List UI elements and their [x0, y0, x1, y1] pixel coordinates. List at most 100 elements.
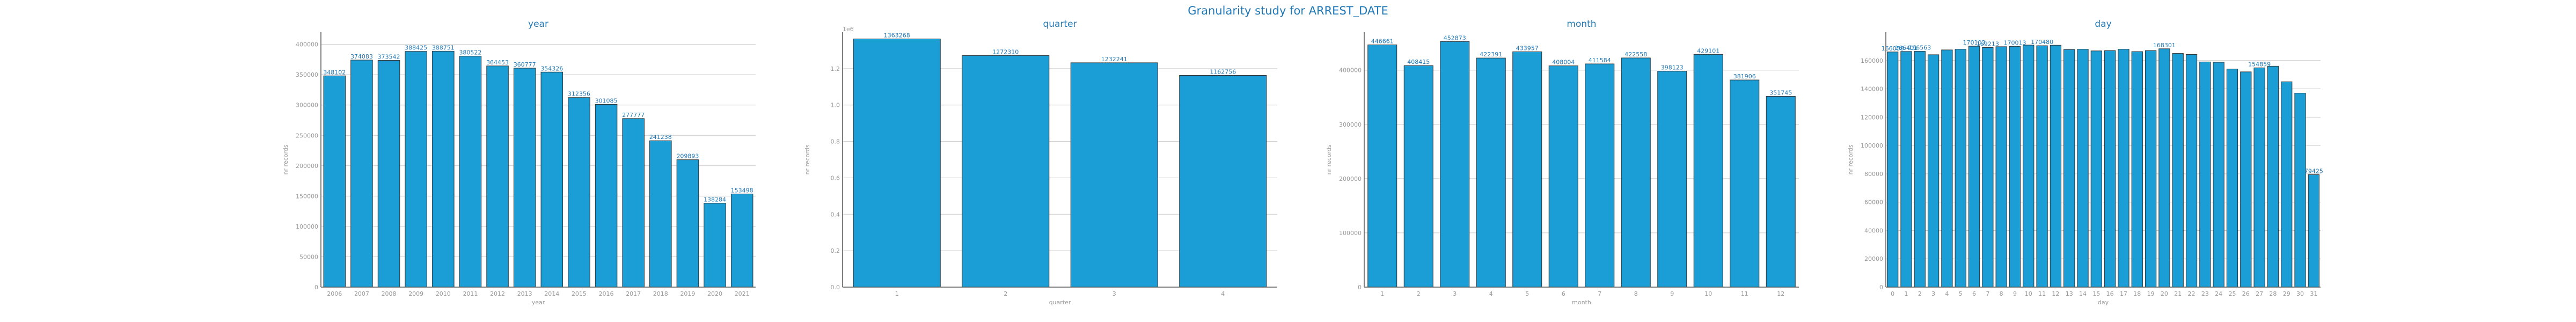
x-tick-label: 30 [2296, 290, 2304, 297]
x-tick-label: 2007 [354, 290, 369, 297]
x-tick-label: 4 [1221, 290, 1225, 297]
x-tick-label: 5 [1525, 290, 1529, 297]
data-label: 209893 [676, 153, 699, 160]
bar [595, 104, 618, 288]
y-tick-label: 80000 [1864, 171, 1883, 178]
x-tick-label: 2 [1417, 290, 1421, 297]
x-tick-label: 17 [2120, 290, 2127, 297]
y-tick-label: 200000 [296, 163, 318, 170]
x-tick-label: 7 [1598, 290, 1601, 297]
x-axis-label: day [2098, 299, 2109, 306]
bar [649, 140, 672, 288]
x-tick-label: 5 [1959, 290, 1963, 297]
x-tick-label: 2015 [572, 290, 587, 297]
x-tick-label: 23 [2201, 290, 2209, 297]
x-tick-label: 2020 [707, 290, 722, 297]
y-axis-label: nr records [1326, 144, 1333, 174]
x-tick-label: 2018 [653, 290, 668, 297]
x-tick-label: 26 [2242, 290, 2250, 297]
x-tick-label: 1 [1380, 290, 1384, 297]
chart-title: year [528, 19, 548, 30]
y-tick-label: 0.4 [831, 211, 840, 218]
bar [853, 38, 941, 288]
y-axis-label: nr records [282, 144, 289, 174]
y-axis-label: nr records [1847, 144, 1854, 174]
bar [1914, 50, 1926, 288]
data-label: 380522 [459, 49, 481, 56]
bar [405, 51, 427, 288]
x-tick-label: 8 [1634, 290, 1638, 297]
bar [1403, 65, 1433, 288]
data-label: 446661 [1371, 38, 1394, 45]
x-tick-label: 3 [1453, 290, 1457, 297]
bar [1512, 51, 1542, 288]
y-tick-label: 250000 [296, 132, 318, 139]
y-tick-label: 0.6 [831, 174, 840, 181]
y-tick-label: 0.0 [831, 284, 840, 291]
bar [323, 75, 346, 288]
bar [704, 203, 726, 288]
bar [1548, 65, 1578, 288]
y-tick-label: 140000 [1861, 86, 1883, 93]
x-tick-label: 27 [2256, 290, 2263, 297]
y-tick-label: 400000 [1339, 67, 1362, 74]
x-tick-label: 1 [1904, 290, 1908, 297]
data-label: 170103 [1963, 39, 1986, 46]
data-label: 373542 [378, 54, 400, 61]
x-tick-label: 20 [2161, 290, 2168, 297]
data-label: 398123 [1661, 64, 1684, 71]
y-tick-label: 300000 [1339, 121, 1362, 128]
data-label: 452873 [1444, 34, 1466, 41]
x-tick-label: 3 [1113, 290, 1116, 297]
data-label: 388425 [405, 45, 427, 52]
y-offset-label: 1e6 [843, 26, 854, 33]
bar [2226, 69, 2238, 288]
bar [1367, 45, 1397, 288]
x-tick-label: 6 [1562, 290, 1565, 297]
x-tick-label: 22 [2188, 290, 2196, 297]
data-label: 351745 [1769, 90, 1792, 97]
bar [350, 60, 373, 288]
x-tick-label: 6 [1972, 290, 1976, 297]
y-tick-label: 0.8 [831, 138, 840, 145]
x-axis-label: month [1572, 299, 1591, 306]
data-label: 422558 [1624, 51, 1647, 58]
x-tick-label: 4 [1489, 290, 1493, 297]
bar [568, 97, 590, 288]
bar [2185, 54, 2198, 288]
bar [2267, 65, 2279, 288]
x-tick-label: 12 [1777, 290, 1784, 297]
bar [486, 65, 509, 288]
x-tick-label: 2016 [599, 290, 614, 297]
bar [962, 55, 1050, 288]
bar [1730, 79, 1760, 288]
x-tick-label: 7 [1986, 290, 1989, 297]
y-tick-label: 400000 [296, 41, 318, 48]
x-tick-label: 2017 [626, 290, 641, 297]
bar [1585, 63, 1615, 288]
y-tick-label: 100000 [1861, 142, 1883, 149]
bar [1766, 96, 1796, 288]
bar [2145, 50, 2157, 288]
bar [2158, 48, 2170, 288]
bar [2009, 46, 2021, 288]
chart-title: day [2095, 19, 2111, 30]
x-tick-label: 13 [2066, 290, 2073, 297]
bar [1927, 54, 1940, 288]
x-tick-label: 16 [2106, 290, 2114, 297]
x-tick-label: 2013 [517, 290, 532, 297]
y-tick-label: 1.2 [831, 65, 840, 72]
data-label: 79425 [2304, 167, 2323, 174]
bar [2253, 67, 2265, 288]
x-tick-label: 1 [895, 290, 899, 297]
x-axis-label: year [532, 299, 545, 306]
x-tick-label: 2011 [463, 290, 478, 297]
y-tick-label: 200000 [1339, 175, 1362, 182]
x-tick-label: 14 [2079, 290, 2087, 297]
y-tick-label: 120000 [1861, 114, 1883, 121]
data-label: 374083 [350, 53, 373, 60]
data-label: 301085 [595, 97, 618, 104]
x-tick-label: 18 [2133, 290, 2141, 297]
bar [2172, 53, 2184, 288]
